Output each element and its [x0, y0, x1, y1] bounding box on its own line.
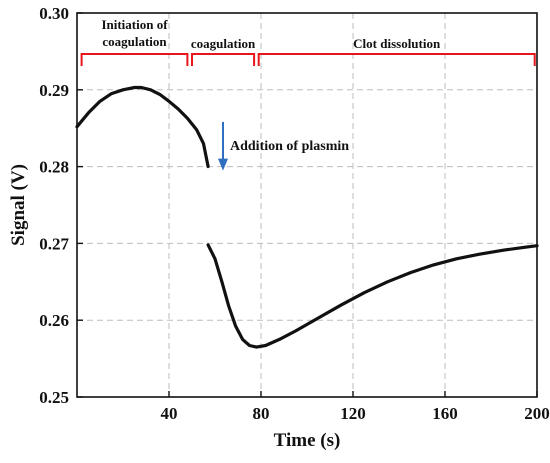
x-tick-label: 200: [524, 404, 550, 423]
plasmin-arrow-head: [218, 158, 228, 171]
gridlines: [77, 13, 537, 397]
phase-bracket: [191, 53, 256, 66]
series-line-after-plasmin: [206, 243, 539, 349]
y-tick-label: 0.28: [39, 158, 69, 177]
phase-label: Initiation of: [101, 17, 168, 32]
phase-label: coagulation: [102, 34, 167, 49]
series-lines: [75, 85, 539, 349]
annotation-group: Addition of plasmin: [218, 121, 349, 171]
y-tick-label: 0.29: [39, 81, 69, 100]
series-line-before-plasmin: [75, 85, 210, 169]
axis-ticks: 40 80 120 160 200 0.25 0.26 0.27 0.28 0.29 0.30: [39, 4, 550, 423]
x-tick-label: 40: [161, 404, 178, 423]
phase-bracket: [257, 53, 536, 66]
plot-frame: [76, 12, 538, 398]
y-tick-label: 0.25: [39, 388, 69, 407]
y-axis-title: Signal (V): [8, 164, 29, 246]
phase-bracket: [80, 53, 189, 66]
y-tick-label: 0.26: [39, 311, 69, 330]
y-tick-label: 0.30: [39, 4, 69, 23]
x-axis-title: Time (s): [274, 430, 341, 451]
phase-label: Clot dissolution: [353, 36, 441, 51]
y-tick-label: 0.27: [39, 234, 69, 253]
phase-label: coagulation: [191, 36, 256, 51]
x-tick-label: 80: [253, 404, 270, 423]
phase-brackets: Initiation of coagulation coagulation Clot …: [80, 17, 536, 66]
plasmin-annotation-label: Addition of plasmin: [230, 139, 349, 154]
x-tick-label: 120: [340, 404, 366, 423]
x-tick-label: 160: [432, 404, 458, 423]
